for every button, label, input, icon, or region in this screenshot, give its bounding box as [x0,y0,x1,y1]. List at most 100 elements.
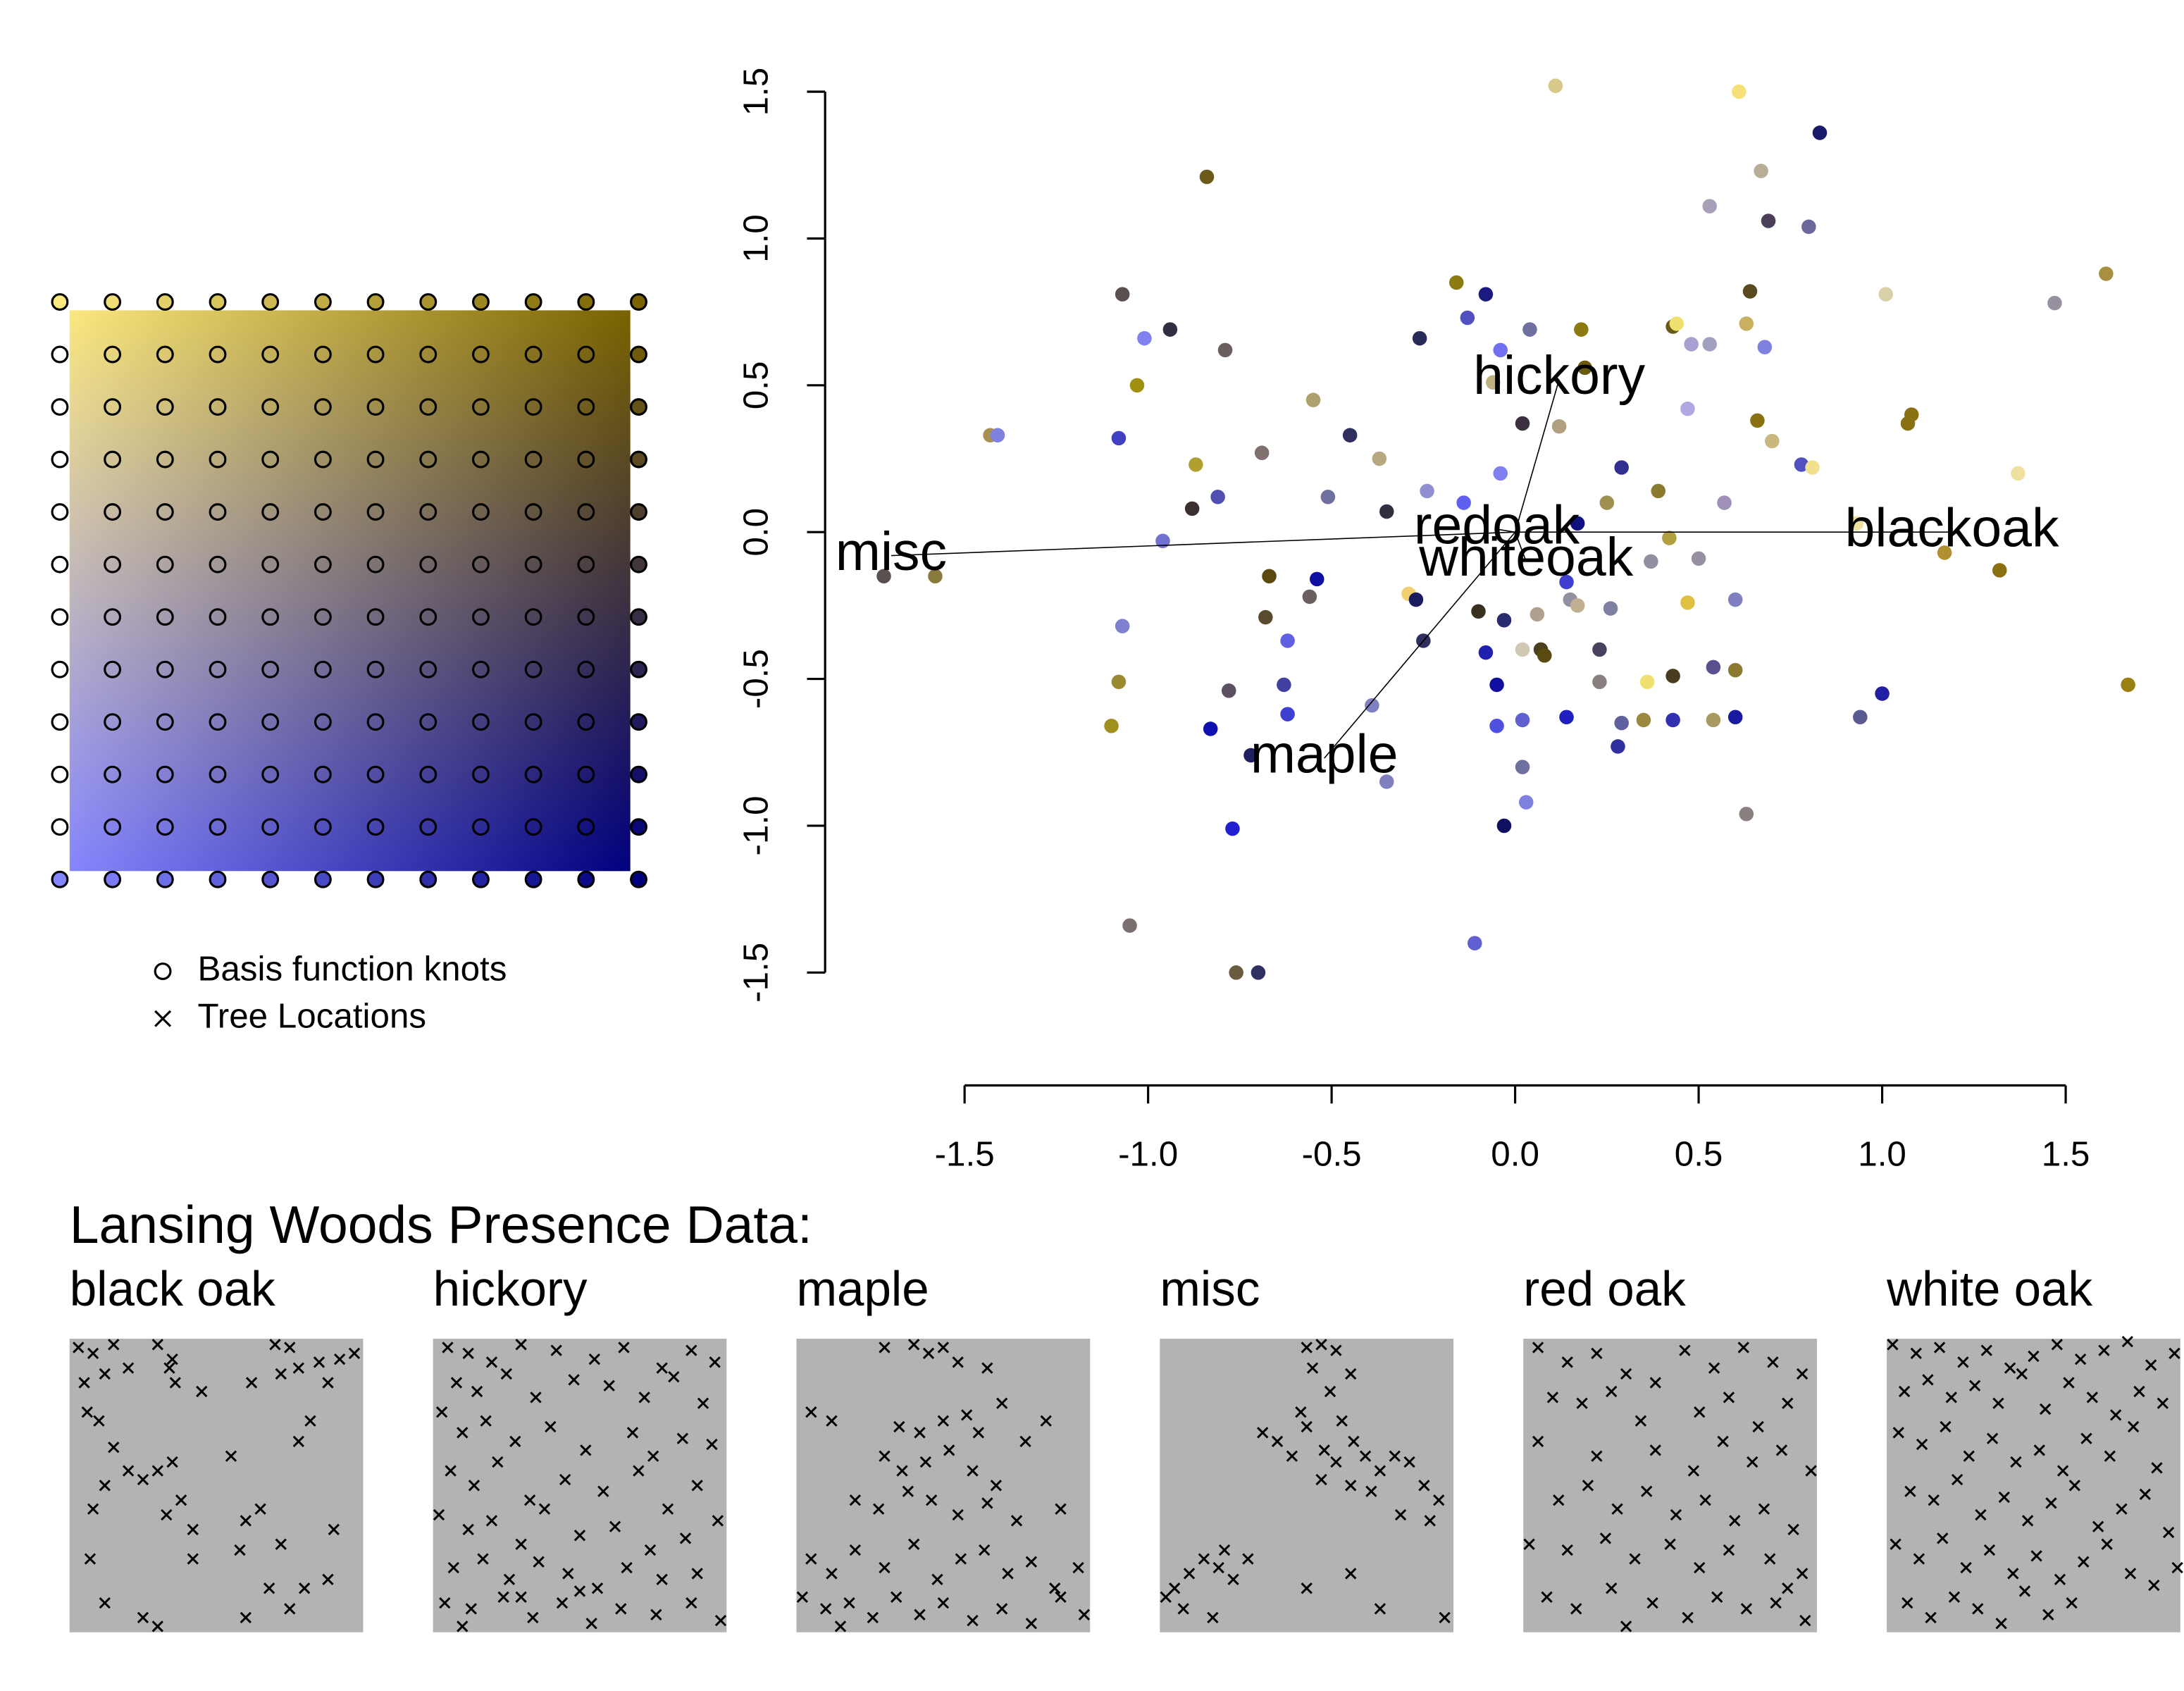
tree-location [668,1370,680,1383]
tree-location [1796,1368,1808,1380]
tree-location [633,1465,645,1477]
legend-cross-symbol [154,1010,172,1027]
score-point [1342,428,1358,442]
tree-location [1711,1591,1723,1603]
tree-location [979,1544,991,1556]
tree-location [1998,1491,2010,1504]
knot [524,660,542,679]
knot [630,660,647,679]
score-point [1570,598,1585,613]
tree-location [1925,1611,1937,1623]
knot [209,608,227,626]
tree-location [538,1503,551,1515]
tree-location [902,1485,914,1497]
knot [209,293,227,311]
tree-location [1348,1435,1360,1447]
score-point [1493,342,1508,358]
tree-location [1764,1553,1776,1565]
tree-location [122,1362,135,1374]
tree-location [1945,1392,1957,1404]
tree-location [891,1591,902,1603]
tree-location [2121,1335,2133,1348]
tree-location [1717,1435,1729,1447]
score-point [1129,378,1145,393]
tree-location [1649,1377,1661,1389]
knot [472,660,490,679]
tree-location [1040,1415,1052,1427]
tree-location [714,1614,727,1627]
tree-location [457,1427,469,1439]
tree-location [849,1544,861,1556]
score-point [1365,698,1379,713]
tree-location [573,1585,586,1597]
score-point [1221,683,1236,698]
tree-location [187,1523,199,1535]
knot [630,503,647,521]
tree-location [503,1573,516,1585]
knot [419,608,438,626]
tree-location [919,1456,932,1468]
knot [366,713,385,731]
tree-location [1620,1368,1632,1380]
knot [51,450,69,469]
knot [419,293,438,311]
tree-location [1775,1444,1788,1456]
tree-location [1928,1494,1940,1506]
tree-location [442,1342,454,1354]
tree-location [1957,1356,1969,1368]
tree-location [1315,1473,1327,1486]
score-point [1727,710,1743,725]
tree-location [893,1420,905,1433]
knot [314,870,332,888]
tree-location [1951,1473,1963,1486]
score-point [1515,712,1530,728]
tree-location [955,1553,967,1565]
knot [314,398,332,416]
tree-location [1389,1450,1401,1462]
tree-location [2124,1568,2137,1580]
score-point [1280,707,1295,721]
tree-location [284,1603,296,1615]
tree-location [1324,1385,1336,1398]
loading-line [1496,528,1515,533]
score-point [1496,818,1512,834]
knot [209,818,227,836]
knot [524,503,542,521]
tree-location [2145,1359,2157,1371]
tree-location [1227,1573,1239,1585]
tree-location [679,1532,692,1544]
tree-location [1160,1591,1172,1603]
tree-location [2007,1568,2019,1580]
knot [366,765,385,783]
tree-location [245,1377,258,1389]
knot [524,345,542,364]
tree-location [826,1415,838,1427]
tree-location [972,1427,985,1439]
tree-location [1752,1420,1764,1433]
tree-location [1183,1568,1196,1580]
tree-location [1606,1385,1618,1398]
knot [419,818,438,836]
tree-location [1301,1582,1313,1594]
tree-location [2139,1488,2151,1500]
score-point [1577,360,1592,376]
tree-location [826,1568,838,1580]
tree-location [697,1397,709,1409]
score-point [1739,807,1754,822]
tree-location [1055,1591,1067,1603]
knot [51,660,69,679]
knot [51,818,69,836]
score-point [1570,516,1585,531]
tree-location [603,1380,615,1392]
tree-location [81,1406,93,1418]
tree-location [2157,1397,2169,1409]
score-point [1599,495,1615,510]
knot [630,450,647,469]
knot [366,503,385,521]
knot [630,818,647,836]
tree-location [1887,1339,1899,1351]
knot [577,345,595,364]
loading-line [1324,531,1516,759]
score-point [1900,416,1916,431]
knot [366,345,385,364]
